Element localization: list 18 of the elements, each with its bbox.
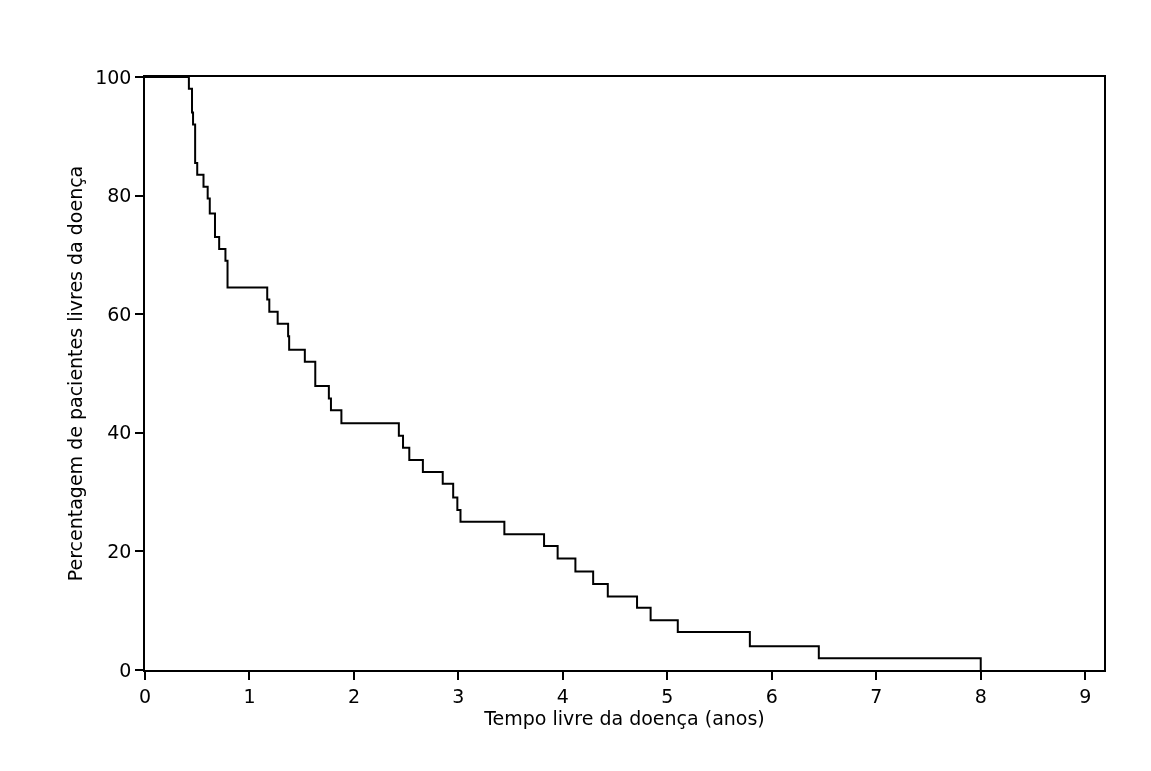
x-tick-label: 2 [347,684,360,707]
x-tick-label: 0 [138,684,152,707]
y-axis-title: Percentagem de pacientes livres da doença [63,165,86,582]
x-tick-label: 4 [556,684,569,707]
y-tick-label: 80 [107,184,132,207]
x-tick-label: 5 [661,684,674,707]
x-tick-label: 1 [243,684,256,707]
x-tick-label: 9 [1079,684,1092,707]
y-tick-label: 60 [107,302,132,325]
x-tick-label: 7 [870,684,883,707]
x-axis-title: Tempo livre da doença (anos) [483,706,765,729]
y-tick-label: 100 [95,65,132,88]
y-tick-label: 0 [119,658,132,681]
y-tick-label: 20 [107,540,132,563]
x-tick-label: 3 [452,684,465,707]
x-tick-label: 8 [974,684,987,707]
x-tick-label: 6 [765,684,778,707]
y-tick-label: 40 [107,421,132,444]
